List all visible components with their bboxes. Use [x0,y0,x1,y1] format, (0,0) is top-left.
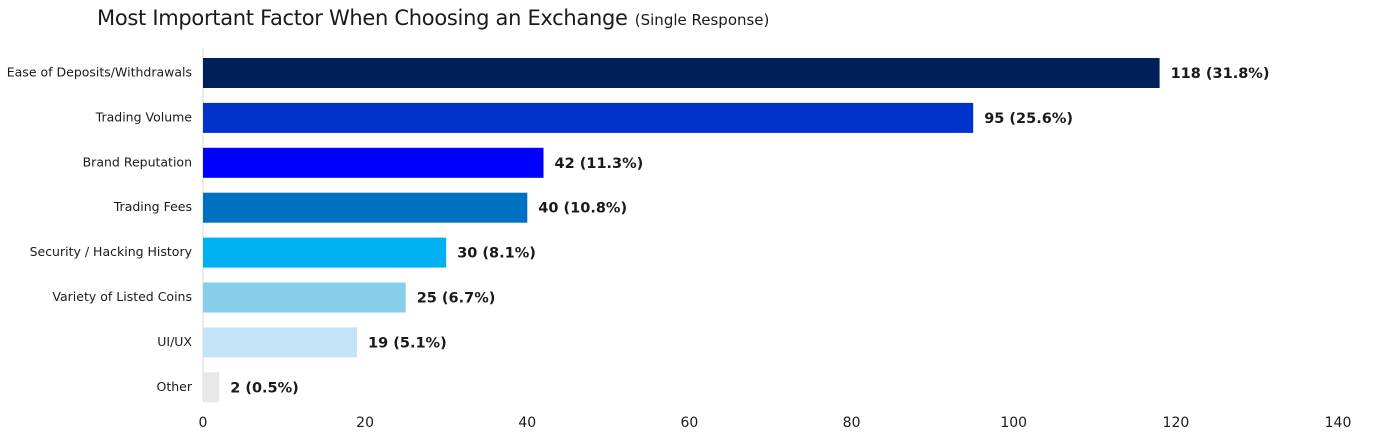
chart-title-main: Most Important Factor When Choosing an E… [97,6,628,30]
x-tick-label: 80 [843,415,861,431]
x-tick-label: 20 [356,415,374,431]
x-tick-label: 60 [680,415,698,431]
data-label: 2 (0.5%) [230,380,299,396]
category-label: Trading Volume [95,109,193,124]
category-label: Variety of Listed Coins [52,289,192,304]
data-label: 25 (6.7%) [417,291,496,307]
bar [203,102,974,133]
data-label: 19 (5.1%) [368,335,447,351]
category-label: Brand Reputation [83,154,192,169]
data-label: 40 (10.8%) [538,201,627,217]
x-tick-label: 120 [1163,415,1190,431]
x-tick-label: 40 [518,415,536,431]
bar [203,327,357,358]
x-tick-label: 100 [1000,415,1027,431]
category-label: Security / Hacking History [30,244,193,259]
data-label: 95 (25.6%) [984,111,1073,127]
bar [203,147,544,178]
category-label: Trading Fees [113,199,192,214]
bar [203,58,1160,88]
x-tick-label: 0 [199,415,208,431]
chart-title: Most Important Factor When Choosing an E… [97,6,769,30]
category-label: Ease of Deposits/Withdrawals [7,65,192,80]
data-label: 118 (31.8%) [1171,66,1270,82]
data-label: 42 (11.3%) [555,156,644,172]
bar [203,282,406,313]
x-tick-label: 140 [1325,415,1352,431]
bar [203,237,447,268]
bar [203,192,528,223]
category-label: UI/UX [157,334,192,349]
chart-subtitle: (Single Response) [634,11,770,29]
data-label: 30 (8.1%) [457,246,536,262]
bar [203,372,220,403]
category-label: Other [157,379,193,394]
